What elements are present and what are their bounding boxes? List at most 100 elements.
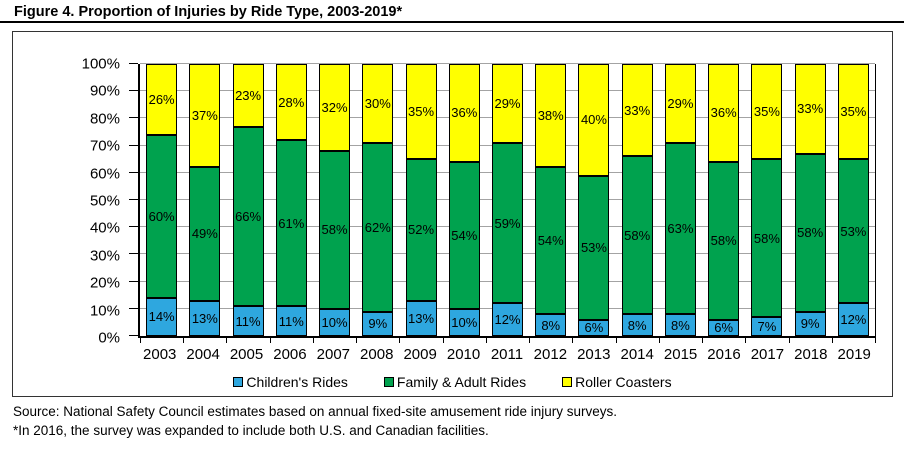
segment-family-adult-rides: 52% [405,159,437,301]
segment-family-adult-rides: 49% [189,167,221,301]
x-axis-tick [442,336,444,343]
x-axis-label: 2009 [403,346,437,363]
x-axis-tick [269,336,271,343]
x-axis-label: 2012 [533,346,568,363]
segment-roller-coasters: 29% [491,64,523,143]
x-axis-tick [831,336,833,343]
stacked-bar: 29% 63% 8% [664,64,696,336]
bar-slot: 38% 54% 8% [529,64,572,336]
bar-slot: 33% 58% 9% [789,64,832,336]
segment-children-s-rides: 7% [751,316,783,336]
segment-label: 49% [191,226,218,242]
bar-slot: 23% 66% 11% [226,64,269,336]
segment-family-adult-rides: 63% [664,142,696,315]
segment-label: 53% [840,223,867,239]
title-bar: Figure 4. Proportion of Injuries by Ride… [0,0,904,23]
segment-children-s-rides: 10% [448,308,480,336]
segment-label: 35% [408,104,435,120]
bar-slot: 35% 58% 7% [745,64,788,336]
footnote: *In 2016, the survey was expanded to inc… [13,422,489,438]
figure-title: Figure 4. Proportion of Injuries by Ride… [14,4,403,20]
segment-label: 61% [278,215,305,231]
bar-slot: 29% 59% 12% [486,64,529,336]
y-axis-tick [129,307,138,309]
x-axis-tick [572,336,574,343]
x-axis-tick [875,336,876,343]
segment-label: 58% [710,233,737,249]
segment-roller-coasters: 37% [189,64,221,168]
y-axis-tick [129,226,138,228]
stacked-bar: 28% 61% 11% [275,64,307,336]
segment-children-s-rides: 11% [232,306,264,336]
segment-family-adult-rides: 58% [794,153,826,312]
segment-family-adult-rides: 58% [751,159,783,317]
segment-label: 40% [580,112,607,128]
legend-swatch [562,377,573,387]
segment-children-s-rides: 11% [275,306,307,336]
x-axis-tick [529,336,531,343]
segment-family-adult-rides: 54% [535,167,567,315]
x-axis-tick [399,336,401,343]
segment-label: 58% [624,227,651,243]
segment-roller-coasters: 35% [405,64,437,160]
x-axis-label: 2006 [273,346,307,363]
y-axis-tick [129,63,138,64]
segment-children-s-rides: 6% [578,319,610,336]
segment-family-adult-rides: 61% [275,140,307,307]
x-axis-tick [788,336,790,343]
stacked-bar: 26% 60% 14% [146,64,178,336]
legend-item: Roller Coasters [562,374,672,390]
segment-label: 12% [840,312,867,328]
stacked-bar: 38% 54% 8% [535,64,567,336]
x-axis-label: 2015 [663,346,698,363]
bar-slot: 36% 58% 6% [702,64,745,336]
segment-family-adult-rides: 62% [362,142,394,312]
y-axis-label: 40% [89,219,120,237]
stacked-bar: 29% 59% 12% [491,64,523,336]
segment-family-adult-rides: 58% [708,161,740,320]
segment-children-s-rides: 10% [319,308,351,336]
x-axis-tick [615,336,617,343]
y-axis-label: 50% [89,192,120,210]
segment-label: 9% [800,316,820,332]
bar-slot: 37% 49% 13% [183,64,226,336]
y-axis-label: 80% [89,110,120,128]
segment-family-adult-rides: 58% [621,156,653,315]
x-axis-tick [702,336,704,343]
segment-children-s-rides: 13% [189,300,221,336]
segment-roller-coasters: 36% [448,64,480,162]
segment-label: 58% [797,225,824,241]
legend-item: Children's Rides [233,374,348,390]
segment-label: 35% [753,104,780,120]
bar-slot: 33% 58% 8% [616,64,659,336]
segment-family-adult-rides: 54% [448,161,480,309]
x-axis-tick [485,336,487,343]
segment-label: 36% [710,105,737,121]
x-axis-tick [226,336,228,343]
segment-label: 58% [321,222,348,238]
segment-children-s-rides: 6% [708,319,740,336]
segment-label: 14% [148,309,175,325]
bar-slot: 35% 53% 12% [832,64,875,336]
segment-label: 11% [235,313,261,329]
bar-slot: 30% 62% 9% [356,64,399,336]
segment-label: 33% [797,101,824,117]
segment-label: 29% [667,95,694,111]
y-axis-tick [129,144,138,146]
segment-roller-coasters: 30% [362,64,394,143]
y-axis-tick [129,117,138,119]
x-axis-label: 2017 [750,346,785,363]
x-axis-label: 2019 [837,346,871,363]
segment-label: 54% [451,227,478,243]
y-axis-tick [129,335,138,336]
stacked-bar: 36% 58% 6% [708,64,740,336]
segment-roller-coasters: 35% [837,64,869,160]
segment-family-adult-rides: 59% [491,142,523,304]
x-axis-tick [356,336,358,343]
legend-item: Family & Adult Rides [383,374,526,390]
y-axis-label: 60% [89,165,120,183]
segment-family-adult-rides: 66% [232,126,264,307]
x-axis-tick [140,336,141,343]
segment-label: 23% [235,87,262,103]
segment-children-s-rides: 14% [146,297,178,336]
